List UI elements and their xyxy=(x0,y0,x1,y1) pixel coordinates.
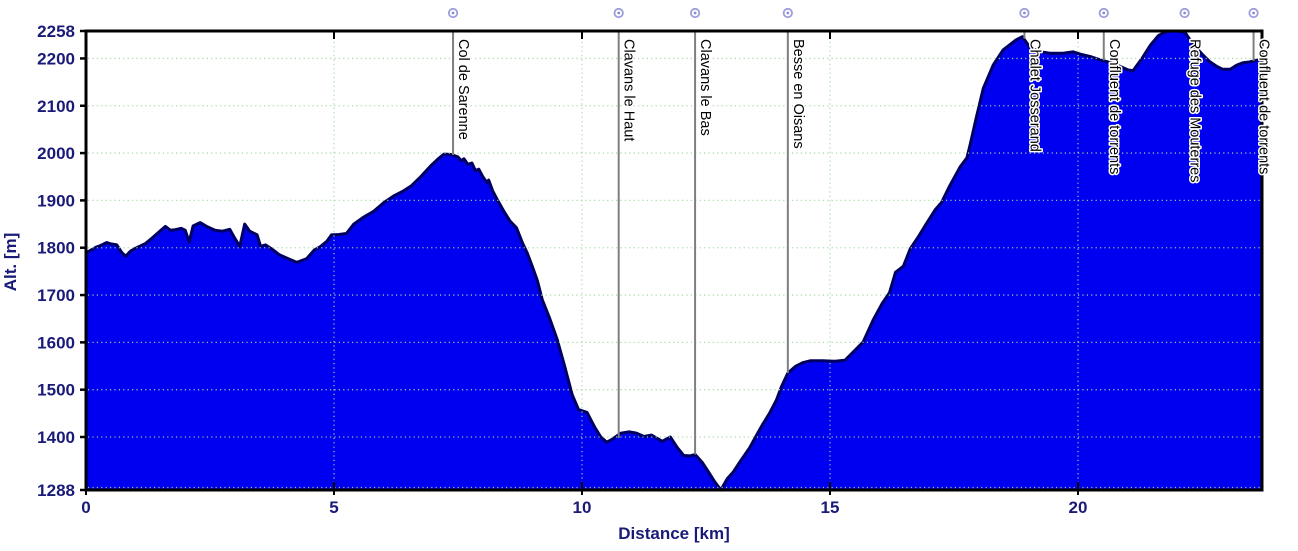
plot-frame xyxy=(84,29,1264,492)
waypoint-label: Chalet Josserand xyxy=(1026,39,1042,152)
waypoint-label: Clavans le Bas xyxy=(697,39,713,136)
grid-layer xyxy=(88,33,1260,489)
x-axis-title: Distance [km] xyxy=(618,524,729,543)
waypoint-label: Besse en Oisans xyxy=(790,39,806,149)
x-tick-label: 0 xyxy=(81,498,90,517)
y-tick-label: 1700 xyxy=(37,286,75,305)
area-layer xyxy=(84,29,1264,492)
y-tick-label: 1500 xyxy=(37,381,75,400)
frame-layer xyxy=(84,29,1264,492)
y-tick-label: 1800 xyxy=(37,239,75,258)
waypoint-marker-dot-icon xyxy=(786,11,790,15)
waypoint-layer: Col de Sarenne Clavans le Haut Clavans le … xyxy=(447,7,1273,455)
waypoint-marker-dot-icon xyxy=(693,11,697,15)
waypoint-marker-dot-icon xyxy=(1183,11,1187,15)
axis-title-layer: Distance [km] Alt. [m] xyxy=(1,233,730,543)
elevation-area xyxy=(86,31,1262,490)
y-tick-label: 1900 xyxy=(37,191,75,210)
tick-layer: 0 5 10 15 20 1288 1400 1500 1600 1700 1800 1900 2000… xyxy=(37,22,1087,517)
y-tick-label: 2258 xyxy=(37,22,75,41)
y-tick-label: 1400 xyxy=(37,428,75,447)
waypoint-label: Confluent de torrents xyxy=(1256,39,1272,174)
waypoint-marker-dot-icon xyxy=(1102,11,1106,15)
waypoint-marker-dot-icon xyxy=(617,11,621,15)
x-tick-label: 10 xyxy=(573,498,592,517)
waypoint-label: Clavans le Haut xyxy=(621,39,637,141)
y-axis-title: Alt. [m] xyxy=(1,233,20,292)
waypoint-label: Refuge des Mouterres xyxy=(1187,39,1203,182)
y-tick-label: 2000 xyxy=(37,144,75,163)
waypoint-marker-dot-icon xyxy=(1252,11,1255,15)
x-tick-label: 5 xyxy=(329,498,338,517)
elevation-line xyxy=(84,29,1264,492)
waypoint-label: Col de Sarenne xyxy=(455,39,471,140)
waypoint-label: Confluent de torrents xyxy=(1106,39,1122,174)
waypoint-marker-dot-icon xyxy=(451,11,455,15)
x-tick-label: 15 xyxy=(821,498,840,517)
waypoint-marker-dot-icon xyxy=(1023,11,1026,15)
y-tick-label: 2100 xyxy=(37,97,75,116)
y-tick-label: 1600 xyxy=(37,333,75,352)
y-tick-label: 2200 xyxy=(37,49,75,68)
y-tick-label: 1288 xyxy=(37,481,75,500)
x-tick-label: 20 xyxy=(1069,498,1088,517)
